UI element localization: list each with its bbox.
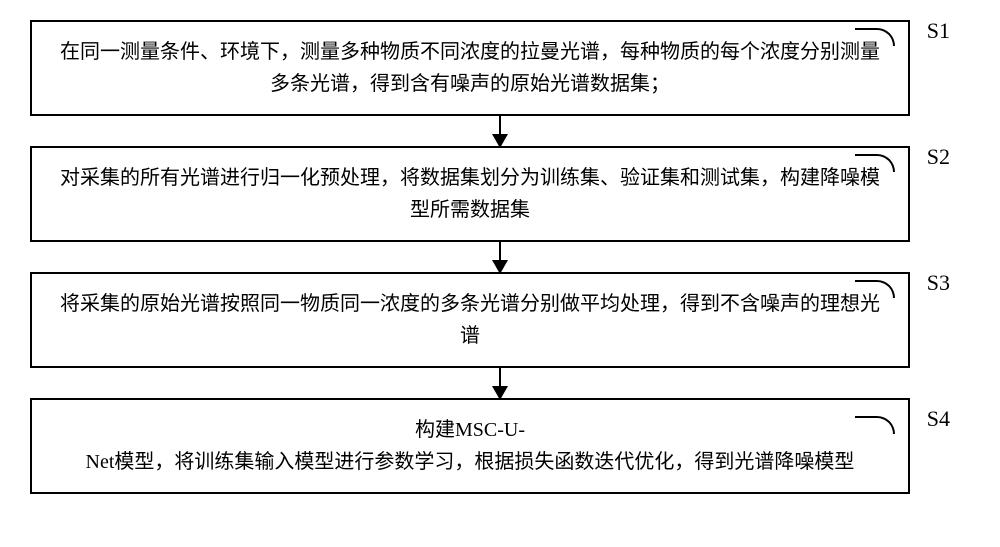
arrow-1-wrapper [60,116,940,146]
arrow-1 [499,116,501,146]
step-4-label: S4 [927,406,950,432]
step-1-box: 在同一测量条件、环境下，测量多种物质不同浓度的拉曼光谱，每种物质的每个浓度分别测… [30,20,910,116]
step-1-label: S1 [927,18,950,44]
arrow-3-wrapper [60,368,940,398]
step-4-box: 构建MSC-U- Net模型，将训练集输入模型进行参数学习，根据损失函数迭代优化… [30,398,910,494]
step-2-container: 对采集的所有光谱进行归一化预处理，将数据集划分为训练集、验证集和测试集，构建降噪… [30,146,970,242]
arrow-2 [499,242,501,272]
step-3-container: 将采集的原始光谱按照同一物质同一浓度的多条光谱分别做平均处理，得到不含噪声的理想… [30,272,970,368]
arrow-3 [499,368,501,398]
step-3-box: 将采集的原始光谱按照同一物质同一浓度的多条光谱分别做平均处理，得到不含噪声的理想… [30,272,910,368]
step-3-text: 将采集的原始光谱按照同一物质同一浓度的多条光谱分别做平均处理，得到不含噪声的理想… [60,293,880,347]
step-3-label: S3 [927,270,950,296]
step-1-container: 在同一测量条件、环境下，测量多种物质不同浓度的拉曼光谱，每种物质的每个浓度分别测… [30,20,970,116]
step-4-text: 构建MSC-U- Net模型，将训练集输入模型进行参数学习，根据损失函数迭代优化… [86,419,855,473]
step-2-box: 对采集的所有光谱进行归一化预处理，将数据集划分为训练集、验证集和测试集，构建降噪… [30,146,910,242]
arrow-2-wrapper [60,242,940,272]
step-2-text: 对采集的所有光谱进行归一化预处理，将数据集划分为训练集、验证集和测试集，构建降噪… [60,167,880,221]
flowchart-container: 在同一测量条件、环境下，测量多种物质不同浓度的拉曼光谱，每种物质的每个浓度分别测… [30,20,970,494]
step-1-text: 在同一测量条件、环境下，测量多种物质不同浓度的拉曼光谱，每种物质的每个浓度分别测… [60,41,880,95]
step-2-label: S2 [927,144,950,170]
step-4-container: 构建MSC-U- Net模型，将训练集输入模型进行参数学习，根据损失函数迭代优化… [30,398,970,494]
